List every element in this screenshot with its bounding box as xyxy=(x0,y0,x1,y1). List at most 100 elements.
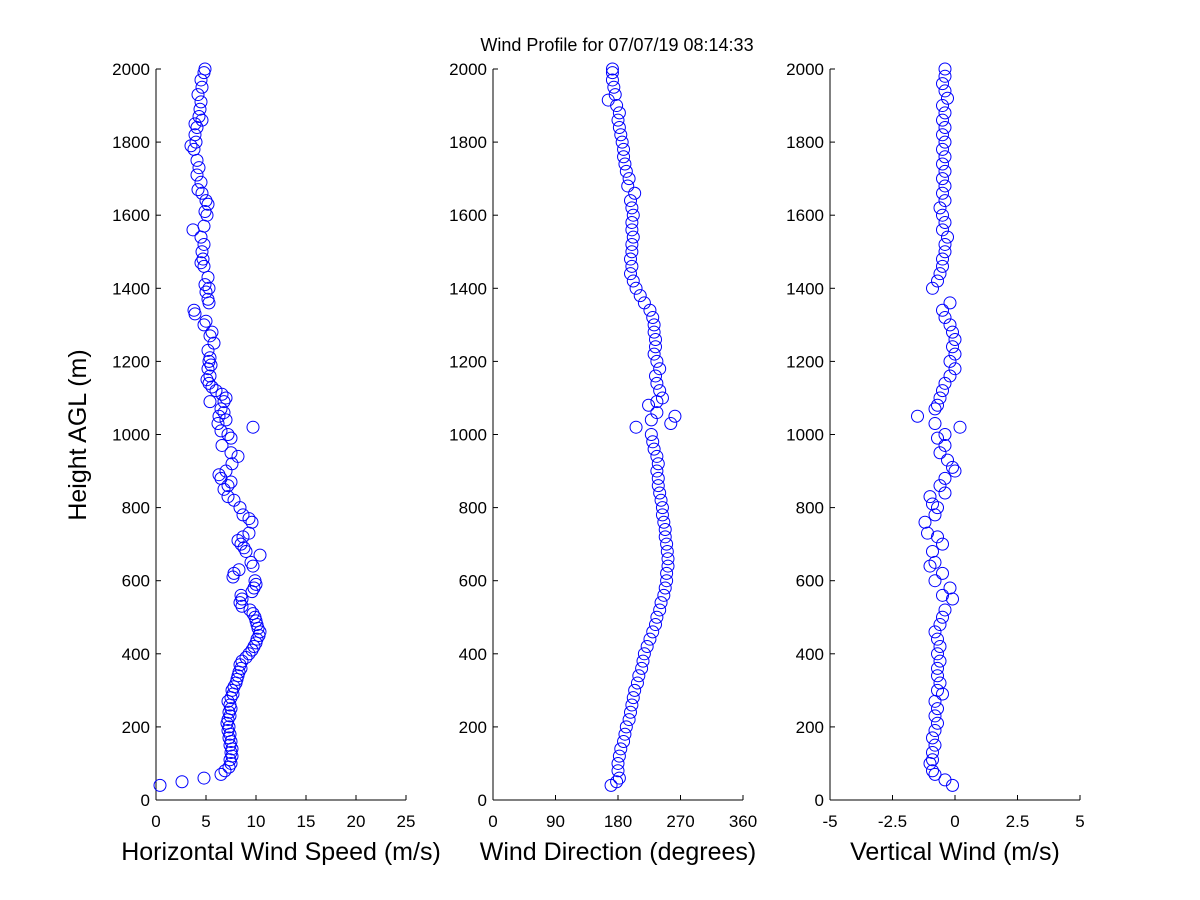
x-tick-label: 0 xyxy=(950,812,959,831)
data-point xyxy=(198,278,212,292)
y-tick-label: 1400 xyxy=(449,279,487,298)
data-point xyxy=(649,618,662,632)
data-point xyxy=(636,654,650,668)
data-point xyxy=(222,705,236,719)
data-point xyxy=(175,775,189,789)
data-point xyxy=(200,208,214,222)
data-point xyxy=(653,384,667,398)
data-point xyxy=(938,237,952,251)
data-point xyxy=(928,402,942,416)
data-point xyxy=(918,515,932,529)
data-point xyxy=(657,515,671,529)
data-point xyxy=(607,80,621,94)
data-point xyxy=(194,175,208,189)
data-point xyxy=(933,676,947,690)
data-point xyxy=(650,449,664,463)
data-point xyxy=(198,62,212,76)
data-point xyxy=(646,311,660,325)
data-point xyxy=(244,555,258,569)
data-point xyxy=(629,420,643,434)
y-tick-label: 1600 xyxy=(112,206,150,225)
data-point xyxy=(605,73,619,87)
y-tick-label: 1000 xyxy=(449,426,487,445)
y-tick-label: 2000 xyxy=(112,60,150,79)
y-tick-label: 1800 xyxy=(112,133,150,152)
data-point xyxy=(637,647,651,661)
data-point xyxy=(926,281,939,295)
data-point xyxy=(205,325,219,339)
data-point xyxy=(625,245,639,259)
data-point xyxy=(938,245,952,259)
data-point xyxy=(610,775,624,789)
data-point xyxy=(637,296,651,310)
data-point xyxy=(936,77,949,91)
panel-vertical-wind: 0 200 400 600 800 1000 1200 1400 1600 1800 2000 -5 -… xyxy=(786,60,1085,866)
data-point xyxy=(235,599,249,613)
data-point xyxy=(938,62,952,76)
x-tick-label: 20 xyxy=(347,812,366,831)
data-point xyxy=(647,442,661,456)
data-point xyxy=(926,497,939,511)
x-tick-label: 10 xyxy=(247,812,266,831)
data-point xyxy=(628,186,642,200)
data-point xyxy=(231,449,245,463)
data-point xyxy=(933,479,947,493)
data-point xyxy=(233,501,247,515)
data-point xyxy=(931,431,944,445)
data-point xyxy=(245,515,259,529)
data-point xyxy=(936,384,949,398)
data-point xyxy=(219,391,233,405)
x-axis-label: Horizontal Wind Speed (m/s) xyxy=(121,838,441,866)
y-tick-label: 1200 xyxy=(449,352,487,371)
data-point xyxy=(629,281,643,295)
data-point xyxy=(248,574,262,588)
data-point xyxy=(936,223,949,237)
data-point xyxy=(943,354,957,368)
data-point xyxy=(653,362,667,376)
y-tick-label: 1000 xyxy=(112,426,150,445)
y-tick-label: 0 xyxy=(815,791,824,810)
y-tick-label: 400 xyxy=(796,645,824,664)
data-point xyxy=(194,230,208,244)
data-point xyxy=(938,376,952,390)
data-point xyxy=(931,274,944,288)
data-point xyxy=(214,424,228,438)
data-point xyxy=(948,347,962,361)
data-point xyxy=(221,490,235,504)
data-point xyxy=(197,771,211,785)
data-point xyxy=(931,683,944,697)
y-tick-label: 1400 xyxy=(786,279,824,298)
data-point xyxy=(931,702,944,716)
data-point xyxy=(187,142,201,156)
data-point xyxy=(933,391,947,405)
data-point xyxy=(222,720,236,734)
data-point xyxy=(199,194,213,208)
data-point xyxy=(201,270,215,284)
data-point xyxy=(617,142,631,156)
data-point xyxy=(194,256,208,270)
y-tick-label: 1000 xyxy=(786,426,824,445)
data-point xyxy=(931,661,944,675)
data-point xyxy=(221,479,235,493)
data-point xyxy=(195,80,209,94)
data-point xyxy=(653,603,667,617)
y-tick-label: 0 xyxy=(478,791,487,810)
data-point xyxy=(217,406,231,420)
data-point xyxy=(661,552,675,566)
data-point xyxy=(207,336,221,350)
data-point xyxy=(928,709,942,723)
data-point xyxy=(225,457,239,471)
y-tick-label: 600 xyxy=(459,572,487,591)
data-point xyxy=(651,457,665,471)
data-point xyxy=(194,73,208,87)
data-point xyxy=(649,369,662,383)
panel-horizontal-wind-speed: 0 200 400 600 800 1000 1200 1400 1600 1800 2000 0 5 1… xyxy=(112,60,441,866)
data-point xyxy=(938,311,952,325)
data-point xyxy=(936,186,949,200)
data-point xyxy=(618,727,632,741)
data-point xyxy=(217,482,231,496)
data-point xyxy=(640,639,654,653)
data-point xyxy=(201,362,215,376)
data-point xyxy=(660,574,674,588)
